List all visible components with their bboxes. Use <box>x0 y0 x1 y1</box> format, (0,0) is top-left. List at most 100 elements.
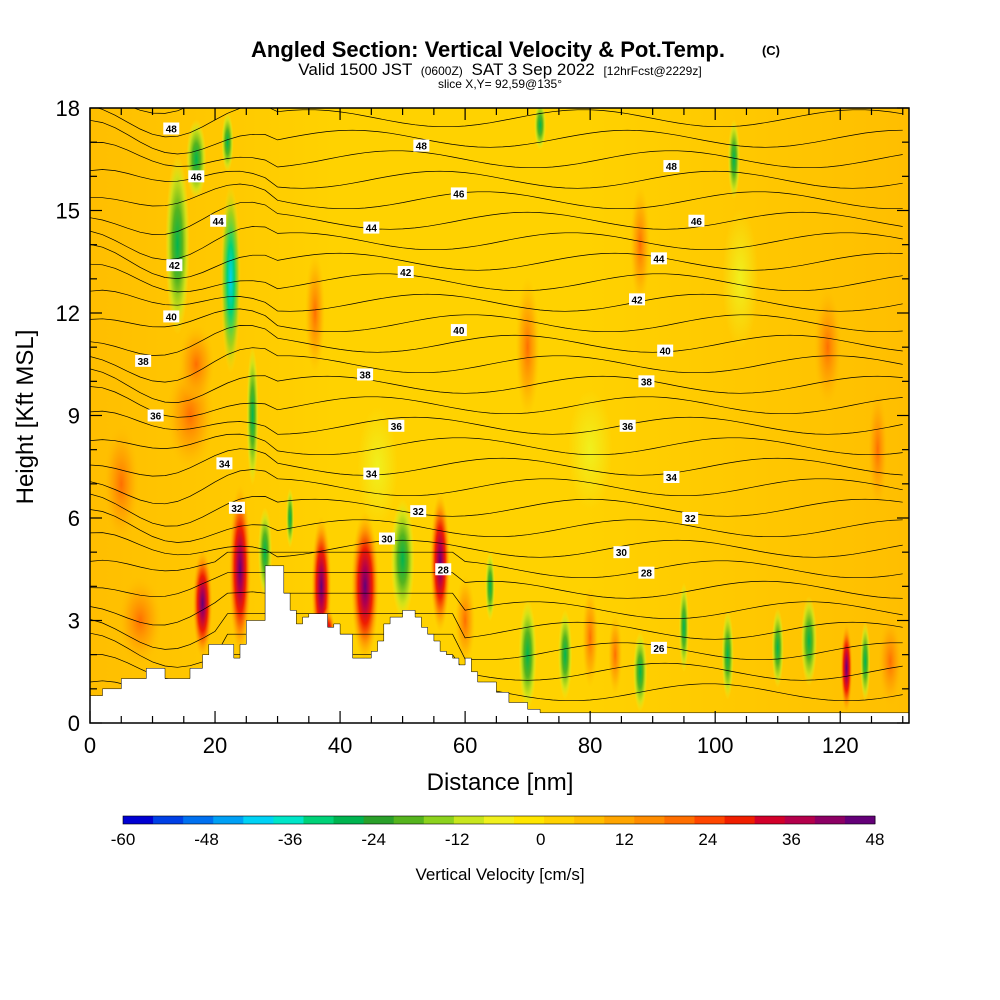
colorbar-swatch <box>664 816 696 824</box>
contour-line <box>90 509 903 543</box>
contour-line <box>90 613 903 650</box>
contour-label: 44 <box>363 221 380 235</box>
contour-label-bg <box>216 457 233 470</box>
contour-label-bg <box>163 122 180 135</box>
colorbar-swatch <box>393 816 425 824</box>
contour-label-text: 48 <box>166 125 178 136</box>
contour-label: 42 <box>166 259 183 272</box>
contour-label-text: 34 <box>366 470 378 481</box>
contour-label: 38 <box>135 354 152 368</box>
contour-label: 46 <box>688 214 705 228</box>
contour-label-text: 38 <box>138 357 150 368</box>
colorbar-swatch <box>844 816 876 824</box>
contour-label-bg <box>613 546 630 559</box>
contour-label: 34 <box>216 457 233 470</box>
contour-label-text: 32 <box>685 514 697 525</box>
contour-line <box>90 386 903 418</box>
contour-label-text: 36 <box>622 422 634 433</box>
contour-label-bg <box>650 252 667 265</box>
contour-label-text: 48 <box>666 162 678 173</box>
velocity-blob <box>430 492 451 633</box>
x-tick-label: 80 <box>578 733 602 758</box>
contour-line <box>90 142 903 169</box>
contour-label-bg <box>650 641 667 654</box>
velocity-blob <box>630 184 651 305</box>
contour-label-bg <box>397 266 414 278</box>
x-tick-label: 20 <box>203 733 227 758</box>
colorbar-swatch <box>483 816 515 824</box>
colorbar-swatch <box>333 816 365 824</box>
contour-label: 26 <box>650 641 667 655</box>
contour-label: 38 <box>357 368 374 382</box>
contour-label-bg <box>210 214 227 227</box>
contour-label: 42 <box>629 293 646 306</box>
colorbar: -60 -48 -36 -24 -12 0 12 24 36 48 <box>111 815 884 849</box>
velocity-blob <box>118 575 163 666</box>
colorbar-swatch <box>123 816 154 824</box>
velocity-blob <box>840 623 853 714</box>
contour-label: 48 <box>663 160 680 173</box>
contour-label-text: 40 <box>166 312 178 323</box>
contour-label-text: 32 <box>413 507 425 518</box>
x-tick-label: 60 <box>453 733 477 758</box>
velocity-blob <box>608 614 623 695</box>
contour-label-text: 42 <box>631 295 643 306</box>
contour-label-bg <box>163 310 180 323</box>
velocity-blob <box>192 548 213 659</box>
contour-label: 40 <box>163 310 180 323</box>
contour-label-bg <box>663 160 680 173</box>
contour-line <box>90 368 903 403</box>
y-tick-label: 6 <box>68 506 80 531</box>
colorbar-swatch <box>544 816 575 824</box>
contour-label-bg <box>363 221 380 234</box>
contour-label-bg <box>363 467 380 480</box>
colorbar-swatch <box>574 816 605 824</box>
contour-line <box>90 493 903 527</box>
contour-label-text: 44 <box>213 217 225 228</box>
velocity-blob <box>867 389 888 510</box>
contour-label-text: 30 <box>616 548 628 559</box>
contour-label-bg <box>135 354 152 367</box>
contour-label: 48 <box>163 122 180 136</box>
contour-label-text: 30 <box>381 535 393 546</box>
colorbar-swatch <box>784 816 816 824</box>
chart-subtitle: Valid 1500 JST (0600Z) SAT 3 Sep 2022 [1… <box>298 60 701 79</box>
contour-label: 46 <box>450 187 467 200</box>
contour-label: 30 <box>378 532 395 546</box>
contour-label-bg <box>413 139 430 152</box>
contour-line <box>90 347 903 383</box>
contour-label-text: 38 <box>360 371 372 382</box>
velocity-blob <box>878 616 903 707</box>
colorbar-swatch <box>363 816 395 824</box>
y-axis-label: Height [Kft MSL] <box>12 330 39 505</box>
contour-label-bg <box>450 187 467 200</box>
velocity-blob <box>582 587 599 688</box>
velocity-blob <box>357 406 398 527</box>
contour-label: 42 <box>397 266 414 279</box>
velocity-blob <box>727 119 740 200</box>
colorbar-label: Vertical Velocity [cm/s] <box>415 865 584 884</box>
velocity-blob <box>515 277 540 418</box>
contour-label-bg <box>435 563 452 576</box>
contour-label-text: 48 <box>416 142 428 153</box>
velocity-blob <box>305 253 326 373</box>
contour-label: 44 <box>650 252 667 265</box>
colorbar-swatch <box>423 816 455 824</box>
velocity-blob <box>771 607 784 688</box>
contour-line <box>90 572 903 599</box>
contour-line <box>90 469 903 505</box>
contour-label: 34 <box>663 471 680 484</box>
contour-line <box>90 448 903 477</box>
contour-label-bg <box>228 501 245 514</box>
contour-label-text: 36 <box>150 412 162 423</box>
velocity-blob <box>558 609 573 700</box>
contour-line <box>90 410 903 435</box>
colorbar-swatch <box>213 816 244 824</box>
velocity-field <box>103 108 903 714</box>
contour-line <box>96 108 903 138</box>
contour-line <box>90 308 903 333</box>
contour-label-bg <box>147 409 164 422</box>
contour-label-bg <box>663 471 680 483</box>
colorbar-tick-label: 12 <box>615 830 634 849</box>
